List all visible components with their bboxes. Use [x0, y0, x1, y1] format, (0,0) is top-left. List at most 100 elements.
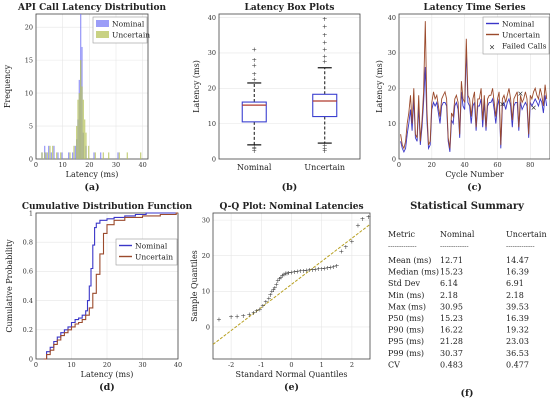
histogram-bar [117, 152, 119, 159]
table-cell: Min (ms) [388, 291, 424, 300]
legend-label: Nominal [135, 242, 168, 251]
table-cell: 0.483 [440, 360, 463, 369]
histogram-bar [76, 126, 78, 159]
qq-point: + [286, 269, 291, 277]
x-tick-label: 80 [526, 161, 534, 169]
outlier-marker: + [322, 22, 327, 30]
x-tick-label: 20 [85, 161, 93, 169]
y-tick-label: 0.8 [23, 239, 33, 247]
y-tick-label: 0.4 [23, 297, 33, 305]
y-tick-label: 10 [25, 89, 33, 97]
y-tick-label: 0.6 [23, 268, 33, 276]
qq-point: + [283, 270, 288, 278]
histogram-bar [48, 145, 50, 159]
outlier-marker: + [252, 56, 257, 64]
histogram-bar [94, 152, 96, 159]
x-tick-label: 10 [67, 361, 75, 369]
legend-label: Nominal [502, 20, 535, 29]
histogram-bar [61, 152, 63, 159]
x-tick-label: -2 [228, 361, 234, 369]
cdf-line [43, 212, 178, 360]
outlier-marker: + [252, 145, 257, 153]
outlier-marker: + [322, 31, 327, 39]
category-label: Uncertain [304, 163, 345, 172]
table-cell: CV [388, 360, 400, 369]
y-tick-label: 0 [29, 355, 33, 363]
y-tick-label: 5 [29, 122, 33, 130]
histogram-bar [108, 152, 110, 159]
outlier-marker: + [252, 46, 257, 54]
x-tick-label: 30 [112, 161, 120, 169]
histogram-bar [102, 152, 104, 159]
category-label: Nominal [237, 163, 272, 172]
x-axis-label: Standard Normal Quantiles [236, 370, 348, 379]
table-cell: 16.22 [440, 326, 463, 335]
table-cell: 6.14 [440, 279, 458, 288]
qq-point: + [313, 265, 318, 273]
qq-point: + [251, 309, 256, 317]
legend-label: Uncertain [112, 31, 150, 40]
qq-point: + [325, 264, 330, 272]
failed-call-marker: × [517, 89, 523, 98]
gridlines-e [213, 213, 370, 359]
outlier-marker: + [322, 38, 327, 46]
histogram-bar [53, 145, 55, 159]
cdf-line [43, 212, 178, 360]
histogram-bar [126, 152, 128, 159]
legend-label: Uncertain [502, 31, 540, 40]
x-tick-label: 0 [34, 361, 38, 369]
y-axis-label: Latency (ms) [375, 60, 384, 113]
x-tick-label: 0 [289, 361, 293, 369]
outlier-marker: + [322, 52, 327, 60]
qq-point: + [216, 315, 221, 323]
y-tick-label: 20 [25, 23, 33, 31]
qq-point: + [331, 263, 336, 271]
qq-point: + [277, 275, 282, 283]
legend-label: Failed Calls [502, 42, 547, 51]
qq-point: + [257, 305, 262, 313]
qq-point: + [234, 312, 239, 320]
panel-label: (d) [99, 382, 115, 393]
y-tick-label: 20 [202, 252, 210, 260]
y-axis-label: Frequency [3, 64, 12, 108]
table-cell: 21.28 [440, 337, 463, 346]
qq-point: + [240, 312, 245, 320]
qq-point: + [284, 269, 289, 277]
histogram-bar [77, 99, 79, 159]
table-cell: 30.37 [440, 349, 463, 358]
panel-label: (f) [460, 388, 473, 399]
qq-point: + [295, 268, 300, 276]
x-tick-label: 20 [428, 161, 436, 169]
series-line [400, 49, 548, 153]
table-cell: 23.03 [506, 337, 529, 346]
reference-line [212, 223, 371, 345]
qq-point: + [278, 273, 283, 281]
y-tick-label: 0 [212, 155, 216, 163]
qq-point: + [228, 313, 233, 321]
legend-label: Nominal [112, 20, 145, 29]
table-cell: Mean (ms) [388, 256, 431, 265]
qq-point: + [260, 302, 265, 310]
histogram-bar [57, 152, 59, 159]
outlier-marker: + [252, 61, 257, 69]
table-cell: P90 (ms) [388, 326, 424, 335]
qq-point: + [349, 238, 354, 246]
x-tick-label: 2 [350, 361, 354, 369]
table-cell: 30.95 [440, 302, 463, 311]
histogram-bar [41, 152, 43, 159]
outlier-marker: + [322, 144, 327, 152]
x-tick-label: 60 [493, 161, 501, 169]
x-tick-label: 40 [174, 361, 182, 369]
y-tick-label: 10 [208, 120, 216, 128]
histogram-bar [46, 152, 48, 159]
outlier-marker: + [252, 75, 257, 83]
axes-frame-b [218, 13, 361, 160]
y-tick-label: 0 [206, 323, 210, 331]
histogram-bar [52, 145, 54, 159]
chart-title: Latency Time Series [423, 3, 525, 13]
histogram-bar [73, 145, 75, 159]
y-tick-label: 15 [25, 56, 33, 64]
y-tick-label: 30 [202, 216, 210, 224]
y-axis-label: Latency (ms) [192, 60, 201, 113]
table-rule: ------------- [440, 242, 469, 250]
